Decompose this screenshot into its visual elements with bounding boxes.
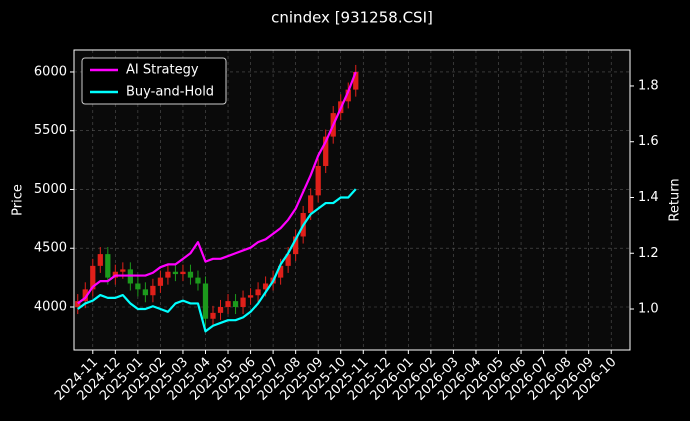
candle-body bbox=[323, 136, 329, 166]
candle-body bbox=[210, 312, 216, 319]
candle-body bbox=[195, 277, 201, 284]
candle-body bbox=[90, 265, 96, 290]
candle-body bbox=[225, 301, 231, 307]
candle-body bbox=[187, 271, 194, 278]
return-line bbox=[77, 188, 357, 333]
y-axis-label: Price bbox=[11, 184, 26, 216]
candle-body bbox=[293, 236, 299, 255]
y-tick-label: 4500 bbox=[34, 241, 67, 256]
y2-tick-label: 1.2 bbox=[638, 246, 659, 261]
y2-tick-label: 1.4 bbox=[638, 190, 659, 205]
candle-body bbox=[75, 301, 81, 307]
candle-body bbox=[202, 283, 209, 319]
candle-body bbox=[285, 254, 291, 266]
candle-body bbox=[255, 289, 261, 296]
candle-body bbox=[150, 285, 156, 296]
candle-body bbox=[353, 71, 359, 90]
legend-label: Buy-and-Hold bbox=[126, 85, 214, 100]
candle-body bbox=[82, 289, 88, 302]
candle-body bbox=[135, 283, 141, 290]
candle-body bbox=[315, 165, 321, 196]
legend-label: AI Strategy bbox=[126, 63, 199, 78]
candle-body bbox=[180, 271, 186, 275]
return-line bbox=[77, 71, 357, 305]
y-tick-label: 6000 bbox=[34, 64, 67, 79]
candle-body bbox=[97, 254, 103, 266]
candle-body bbox=[232, 301, 239, 307]
y2-tick-label: 1.8 bbox=[638, 78, 659, 93]
candle-body bbox=[345, 89, 351, 102]
candle-body bbox=[308, 195, 314, 213]
y-tick-label: 4000 bbox=[34, 299, 67, 314]
candle-body bbox=[165, 271, 171, 278]
y-tick-label: 5500 bbox=[34, 123, 67, 138]
candle-body bbox=[262, 283, 269, 290]
candle-body bbox=[120, 269, 126, 272]
candle-body bbox=[105, 254, 111, 278]
candle-body bbox=[157, 277, 164, 286]
candle-body bbox=[217, 306, 224, 313]
candle-body bbox=[142, 289, 149, 296]
candle-body bbox=[247, 295, 254, 298]
y2-tick-label: 1.0 bbox=[638, 302, 659, 317]
y2-axis-label: Return bbox=[668, 178, 683, 221]
y2-tick-label: 1.6 bbox=[638, 134, 659, 149]
plot-frame bbox=[73, 49, 631, 351]
y-tick-label: 5000 bbox=[34, 182, 67, 197]
candle-body bbox=[172, 271, 179, 275]
candle-body bbox=[277, 265, 284, 278]
chart-title: cnindex [931258.CSI] bbox=[271, 9, 433, 27]
candle-body bbox=[240, 297, 246, 307]
